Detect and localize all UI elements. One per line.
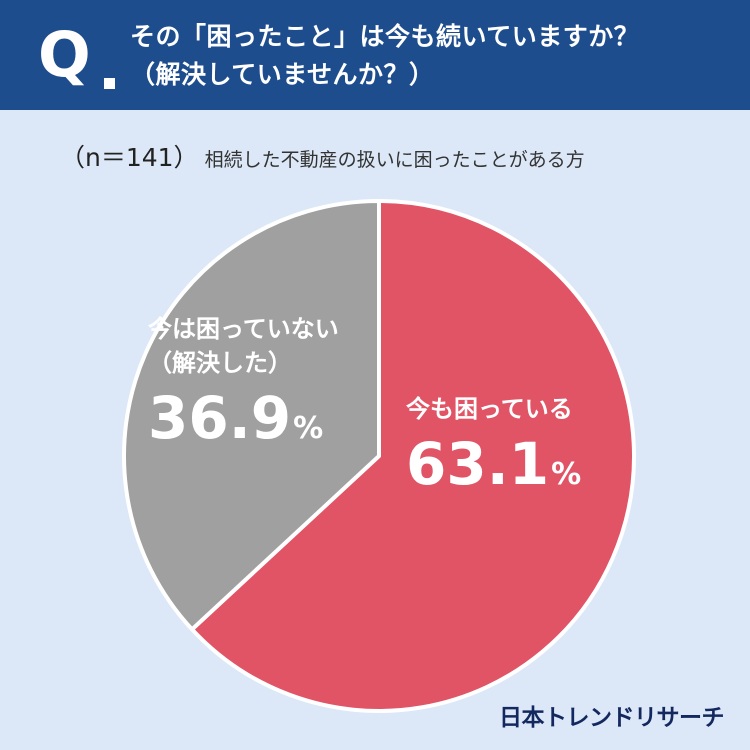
slice-percent-still-troubled: 63.1% [406, 426, 581, 517]
question-header: Q その「困ったこと」は今も続いていますか？ （解決していませんか？） [0, 0, 750, 110]
question-text: その「困ったこと」は今も続いていますか？ （解決していませんか？） [130, 22, 640, 89]
sample-size: （n＝141） [60, 143, 199, 172]
slice-value-resolved: 36.9 [148, 384, 292, 452]
slice-unit-still-troubled: % [551, 457, 582, 492]
slice-caption-still-troubled: 今も困っている [406, 395, 573, 423]
slice-label-resolved: 今は困っていない （解決した） 36.9% [148, 312, 339, 471]
q-dot [104, 78, 115, 89]
q-mark: Q [38, 18, 91, 91]
pie-slice-resolved [122, 199, 381, 632]
slice-value-still-troubled: 63.1 [406, 430, 550, 498]
sample-target: 相続した不動産の扱いに困ったことがある方 [204, 149, 585, 171]
sample-description: （n＝141） 相続した不動産の扱いに困ったことがある方 [60, 143, 585, 175]
slice-label-still-troubled: 今も困っている 63.1% [406, 392, 581, 517]
slice-percent-resolved: 36.9% [148, 380, 339, 471]
brand-logo: 日本トレンドリサーチ [499, 705, 725, 731]
slice-unit-resolved: % [293, 411, 324, 446]
slice-caption-resolved: 今は困っていない （解決した） [148, 315, 339, 377]
pie-slice-still-troubled [190, 199, 636, 713]
